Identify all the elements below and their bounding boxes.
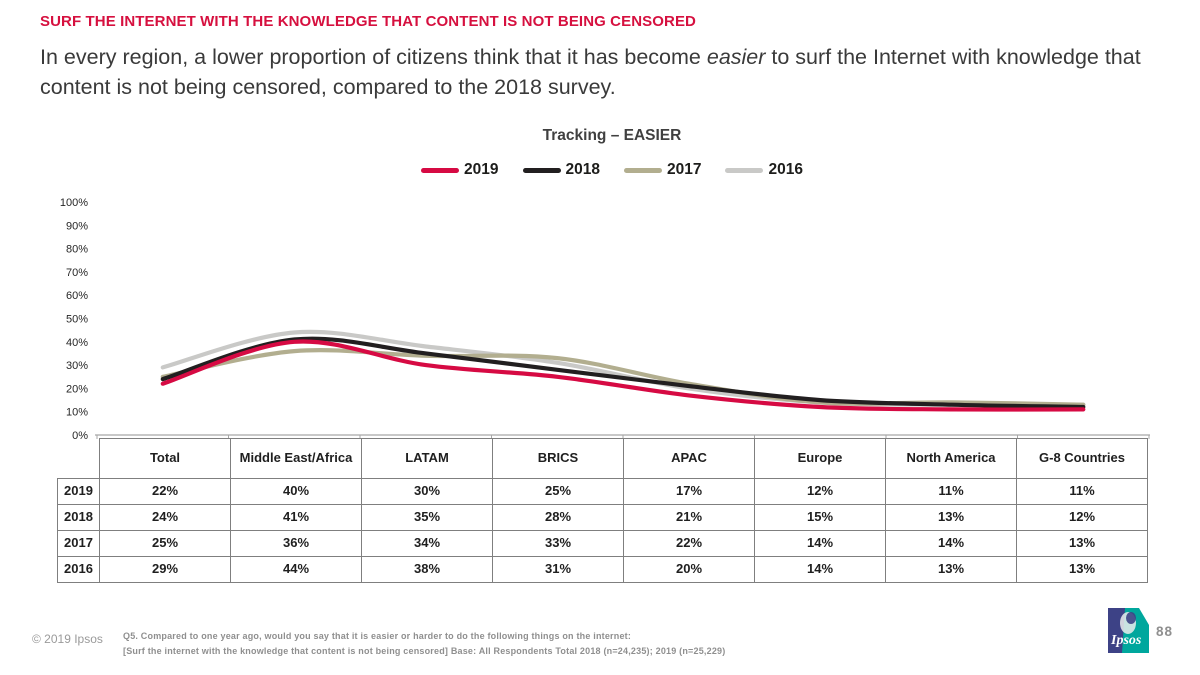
table-cell: 38% xyxy=(361,556,493,583)
row-header-year: 2019 xyxy=(57,478,100,505)
tracking-line-chart: 0% 10% 20% 30% 40% 50% 60% 70% 80% 90% 100% xyxy=(60,197,1150,442)
subtitle-italic-word: easier xyxy=(706,45,766,69)
y-axis-tick-label: 30% xyxy=(66,360,88,372)
table-cell: 15% xyxy=(754,504,886,531)
column-header-latam: LATAM xyxy=(361,438,493,479)
table-header-row: Total Middle East/Africa LATAM BRICS APA… xyxy=(58,438,1148,479)
column-header-g8-countries: G-8 Countries xyxy=(1016,438,1148,479)
legend-item-2019: 2019 xyxy=(421,161,499,179)
legend-label: 2018 xyxy=(565,161,600,178)
table-cell: 13% xyxy=(1016,556,1148,583)
y-axis-tick-label: 40% xyxy=(66,337,88,349)
table-cell: 14% xyxy=(885,530,1017,557)
table-row-2019: 2019 22% 40% 30% 25% 17% 12% 11% 11% xyxy=(57,478,1148,505)
table-cell: 33% xyxy=(492,530,624,557)
table-row-2016: 2016 29% 44% 38% 31% 20% 14% 13% 13% xyxy=(57,556,1148,583)
column-header-north-america: North America xyxy=(885,438,1017,479)
copyright-text: © 2019 Ipsos xyxy=(32,632,103,646)
table-row-2018: 2018 24% 41% 35% 28% 21% 15% 13% 12% xyxy=(57,504,1148,531)
table-cell: 24% xyxy=(99,504,231,531)
slide-subtitle: In every region, a lower proportion of c… xyxy=(40,42,1170,102)
legend-item-2018: 2018 xyxy=(522,161,600,179)
legend-line-swatch-icon xyxy=(725,167,764,173)
legend-label: 2019 xyxy=(464,161,499,178)
table-cell: 36% xyxy=(230,530,362,557)
table-cell: 21% xyxy=(623,504,755,531)
series-line-2018 xyxy=(160,336,1086,410)
y-axis-tick-label: 20% xyxy=(66,383,88,395)
column-header-total: Total xyxy=(99,438,231,479)
table-cell: 11% xyxy=(1016,478,1148,505)
table-cell: 20% xyxy=(623,556,755,583)
chart-legend: 2019 2018 2017 2016 xyxy=(40,161,1184,179)
row-header-year: 2018 xyxy=(57,504,100,531)
table-cell: 17% xyxy=(623,478,755,505)
legend-item-2016: 2016 xyxy=(725,161,803,179)
legend-label: 2016 xyxy=(768,161,803,178)
row-header-year: 2017 xyxy=(57,530,100,557)
chart-title: Tracking – EASIER xyxy=(542,127,682,144)
y-axis-tick-label: 50% xyxy=(66,314,88,326)
table-cell: 41% xyxy=(230,504,362,531)
legend-line-swatch-icon xyxy=(624,167,662,173)
legend-item-2017: 2017 xyxy=(624,161,701,179)
column-header-apac: APAC xyxy=(623,438,755,479)
column-header-brics: BRICS xyxy=(492,438,624,479)
column-header-middle-east-africa: Middle East/Africa xyxy=(230,438,362,479)
y-axis-tick-label: 10% xyxy=(66,407,88,419)
y-axis-tick-label: 90% xyxy=(66,220,88,232)
ipsos-logo: Ipsos xyxy=(1108,608,1149,653)
footnote: Q5. Compared to one year ago, would you … xyxy=(123,629,725,659)
row-header-year: 2016 xyxy=(57,556,100,583)
legend-line-swatch-icon xyxy=(421,167,460,173)
y-axis-tick-label: 0% xyxy=(72,430,88,442)
table-cell: 34% xyxy=(361,530,493,557)
table-cell: 25% xyxy=(492,478,624,505)
subtitle-text-before: In every region, a lower proportion of c… xyxy=(40,45,707,69)
table-cell: 40% xyxy=(230,478,362,505)
y-axis-tick-label: 80% xyxy=(66,244,88,256)
footnote-line-2: [Surf the internet with the knowledge th… xyxy=(123,646,726,656)
table-cell: 44% xyxy=(230,556,362,583)
data-table-body: 2019 22% 40% 30% 25% 17% 12% 11% 11% 2018 24% 41% 35… xyxy=(57,478,1148,583)
table-cell: 13% xyxy=(885,556,1017,583)
table-cell: 11% xyxy=(885,478,1017,505)
table-cell: 29% xyxy=(99,556,231,583)
table-cell: 22% xyxy=(623,530,755,557)
table-cell: 28% xyxy=(492,504,624,531)
legend-line-swatch-icon xyxy=(522,167,561,173)
table-cell: 14% xyxy=(754,556,886,583)
subtitle-text-after: to surf the Internet with knowledge that… xyxy=(40,45,1141,99)
table-cell: 13% xyxy=(885,504,1017,531)
table-cell: 12% xyxy=(754,478,886,505)
y-axis-tick-label: 70% xyxy=(66,267,88,279)
table-cell: 30% xyxy=(361,478,493,505)
data-table-container: Total Middle East/Africa LATAM BRICS APA… xyxy=(57,438,1148,583)
table-corner-cell xyxy=(58,439,100,479)
page-number: 88 xyxy=(1156,624,1174,639)
table-cell: 22% xyxy=(99,478,231,505)
table-cell: 14% xyxy=(754,530,886,557)
table-cell: 35% xyxy=(361,504,493,531)
footnote-line-1: Q5. Compared to one year ago, would you … xyxy=(123,631,632,641)
column-header-europe: Europe xyxy=(754,438,886,479)
table-cell: 13% xyxy=(1016,530,1148,557)
table-cell: 12% xyxy=(1016,504,1148,531)
data-table: Total Middle East/Africa LATAM BRICS APA… xyxy=(57,438,1148,583)
y-axis-tick-label: 100% xyxy=(60,197,88,209)
legend-label: 2017 xyxy=(667,161,702,178)
logo-hair-shape xyxy=(1126,612,1136,624)
table-row-2017: 2017 25% 36% 34% 33% 22% 14% 14% 13% xyxy=(57,530,1148,557)
y-axis-tick-label: 60% xyxy=(66,290,88,302)
table-cell: 31% xyxy=(492,556,624,583)
logo-white-slash xyxy=(1139,608,1149,625)
logo-wordmark: Ipsos xyxy=(1110,633,1142,648)
table-cell: 25% xyxy=(99,530,231,557)
slide-title: SURF THE INTERNET WITH THE KNOWLEDGE THA… xyxy=(40,13,696,30)
series-line-2019 xyxy=(160,339,1086,412)
